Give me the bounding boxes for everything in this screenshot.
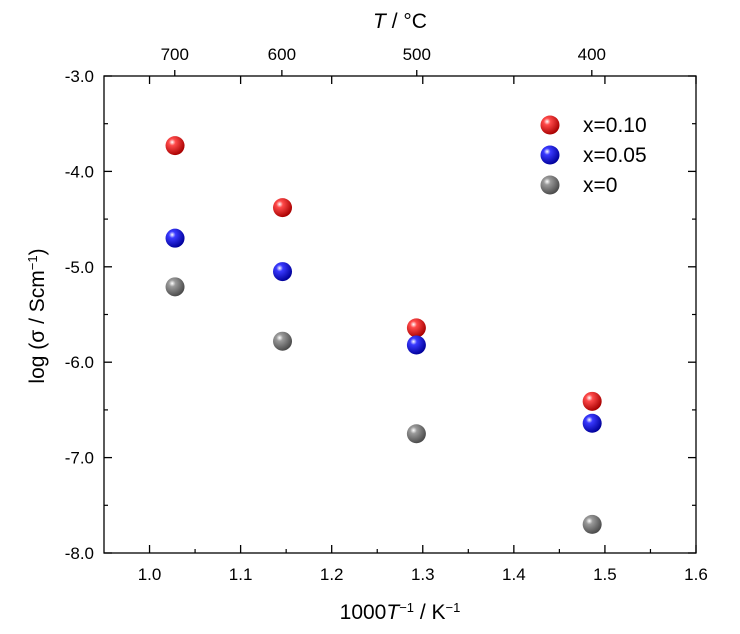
y-axis-left: -3.0 -4.0 -5.0 -6.0 -7.0 -8.0 [65,67,112,563]
data-point-x-0-05 [406,335,426,355]
data-point-x-0-05 [165,228,185,248]
y-tick-label: -6.0 [65,353,94,372]
legend-marker [540,115,560,135]
x-tick-label: 1.2 [320,565,344,584]
legend-label: x=0 [583,174,617,197]
y-tick-label: -3.0 [65,67,94,86]
top-tick-label: 600 [268,45,296,64]
y-axis-right [688,75,696,554]
x-tick-label: 1.0 [138,565,162,584]
legend-label: x=0.10 [583,114,647,137]
data-point-x-0-10 [165,136,185,156]
x-tick-label: 1.3 [411,565,435,584]
legend: x=0.10 x=0.05 x=0 [540,114,647,197]
y-tick-label: -8.0 [65,544,94,563]
x-tick-label: 1.4 [502,565,526,584]
x-axis-bottom: 1.0 1.1 1.2 1.3 1.4 1.5 1.6 [138,76,708,584]
legend-marker [540,145,560,165]
y-tick-label: -5.0 [65,258,94,277]
y-tick-label: -7.0 [65,449,94,468]
x-tick-label: 1.1 [229,565,253,584]
data-point-x-0 [273,331,293,351]
x-tick-label: 1.6 [684,565,708,584]
legend-label: x=0.05 [583,144,647,167]
data-point-x-0-05 [273,262,293,282]
data-point-x-0-10 [406,318,426,338]
data-point-x-0-10 [582,391,602,411]
data-point-x-0 [165,277,185,297]
x-tick-label: 1.5 [593,565,617,584]
top-axis-title: T / °C [373,10,427,33]
y-tick-label: -4.0 [65,162,94,181]
x-axis-top: 700 600 500 400 [161,45,606,76]
data-points [165,136,602,534]
y-axis-title: log (σ / Scm−1) [25,248,50,383]
top-tick-label: 700 [161,45,189,64]
data-point-x-0 [582,514,602,534]
data-point-x-0 [406,424,426,444]
data-point-x-0-10 [273,198,293,218]
top-tick-label: 500 [403,45,431,64]
x-axis-title: 1000T−1 / K−1 [340,600,461,625]
data-point-x-0-05 [582,413,602,433]
top-tick-label: 400 [578,45,606,64]
legend-marker [540,175,560,195]
